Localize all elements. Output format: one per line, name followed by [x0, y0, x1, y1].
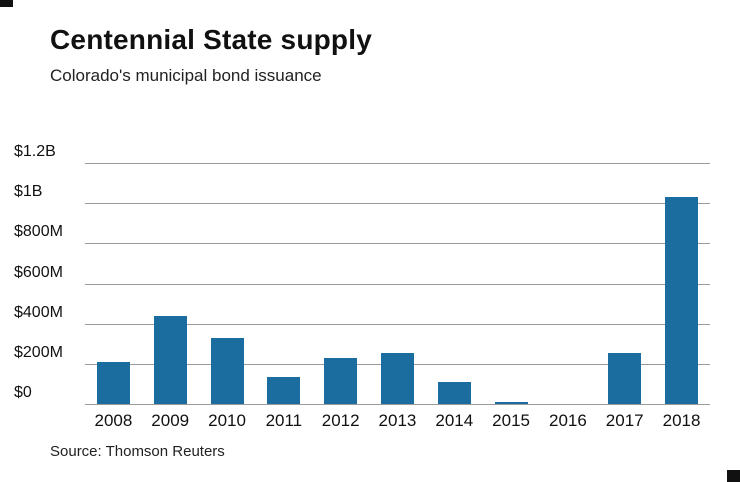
- chart-subtitle: Colorado's municipal bond issuance: [50, 66, 322, 85]
- gridline: [85, 163, 710, 164]
- x-tick-label: 2014: [435, 411, 474, 430]
- x-tick-label: 2009: [151, 411, 190, 430]
- gridline: [85, 283, 710, 285]
- y-tick-label: $400M: [14, 303, 63, 321]
- corner-mark-top-left: [0, 0, 13, 7]
- x-tick-label: 2016: [548, 411, 587, 430]
- x-tick-label: 2010: [208, 411, 246, 430]
- gridline: [85, 404, 710, 405]
- bar-slot: [483, 163, 540, 404]
- y-tick-label: $200M: [14, 343, 63, 361]
- bar-slot: [199, 163, 256, 404]
- y-tick-label: $600M: [14, 263, 63, 281]
- gridline: [85, 323, 710, 325]
- bar-2018: [665, 197, 699, 404]
- bar-2008: [96, 361, 130, 404]
- plot-area: [85, 163, 710, 405]
- y-axis: $1.2B $1B $800M $600M $400M $200M $0: [14, 143, 84, 404]
- bar-2014: [437, 381, 471, 404]
- y-tick-label: $0: [14, 384, 32, 401]
- chart-title: Centennial State supply: [50, 24, 372, 55]
- bar-slot: [596, 163, 653, 404]
- x-tick-label: 2008: [94, 411, 133, 430]
- bar-slot: [255, 163, 312, 404]
- bar-slot: [142, 163, 199, 404]
- x-tick-label: 2012: [321, 411, 360, 430]
- bar-slot: [426, 163, 483, 404]
- source-attribution: Source: Thomson Reuters: [50, 443, 225, 460]
- bar-2017: [608, 352, 642, 404]
- bar-slot: [312, 163, 369, 404]
- x-tick-label: 2017: [605, 411, 644, 430]
- y-tick-label: $800M: [14, 223, 63, 241]
- y-tick-label: $1.2B: [14, 143, 56, 160]
- bar-2011: [267, 376, 301, 404]
- x-axis: 2008 2009 2010 2011 2012 2013 2014 2015 2016 2017…: [85, 411, 710, 431]
- x-tick-label: 2011: [265, 411, 303, 430]
- bar-2012: [324, 357, 358, 404]
- bar-2013: [380, 352, 414, 404]
- y-tick-label: $1B: [14, 183, 43, 201]
- x-tick-label: 2018: [662, 411, 701, 430]
- bar-2010: [210, 337, 244, 404]
- bar-series: [85, 163, 710, 404]
- bar-slot: [369, 163, 426, 404]
- x-tick-label: 2015: [492, 411, 530, 430]
- gridline: [85, 203, 710, 205]
- bar-slot: [540, 163, 597, 404]
- x-tick-label: 2013: [378, 411, 417, 430]
- bar-2015: [494, 402, 528, 404]
- bar-2009: [153, 315, 187, 404]
- corner-mark-bottom-right: [727, 470, 740, 482]
- bar-slot: [653, 163, 710, 404]
- bar-slot: [85, 163, 142, 404]
- gridline: [85, 243, 710, 245]
